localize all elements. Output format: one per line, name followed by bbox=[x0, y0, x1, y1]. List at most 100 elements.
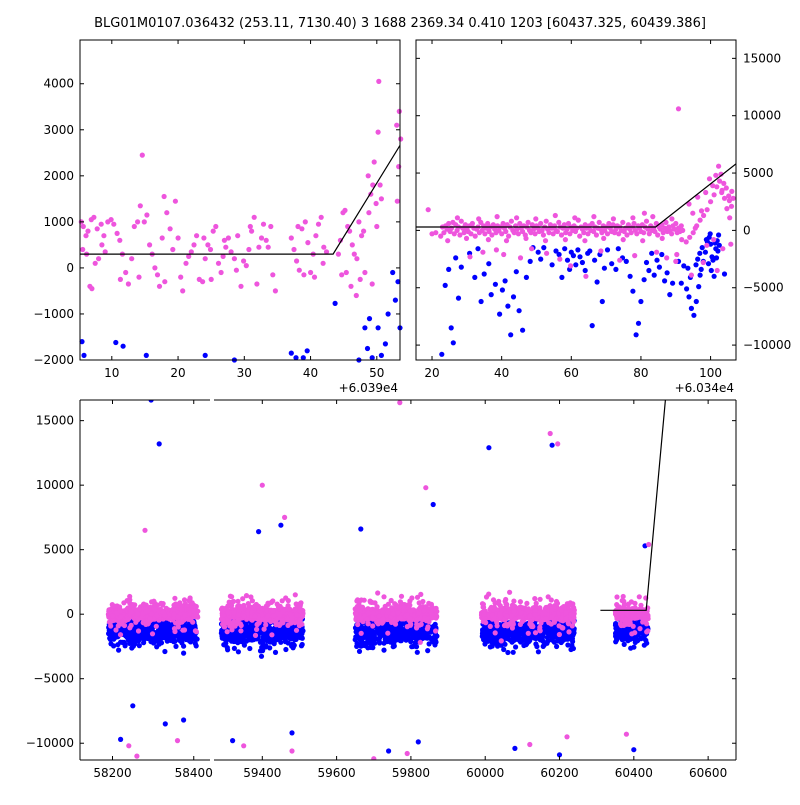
data-point bbox=[524, 601, 529, 606]
data-point bbox=[116, 648, 121, 653]
data-point bbox=[147, 242, 152, 247]
data-point bbox=[549, 634, 554, 639]
data-point bbox=[81, 353, 86, 358]
data-point bbox=[430, 612, 435, 617]
data-point bbox=[701, 213, 706, 218]
data-point bbox=[162, 279, 167, 284]
data-point bbox=[258, 640, 263, 645]
data-point bbox=[684, 239, 689, 244]
data-point bbox=[729, 189, 734, 194]
data-point bbox=[472, 275, 477, 280]
data-point bbox=[559, 275, 564, 280]
data-point bbox=[708, 199, 713, 204]
data-point bbox=[223, 245, 228, 250]
data-point bbox=[289, 748, 294, 753]
data-point bbox=[113, 627, 118, 632]
data-point bbox=[482, 641, 487, 646]
data-point bbox=[355, 641, 360, 646]
data-point bbox=[213, 224, 218, 229]
data-point bbox=[590, 323, 595, 328]
data-point bbox=[386, 748, 391, 753]
data-point bbox=[592, 258, 597, 263]
data-point bbox=[245, 626, 250, 631]
data-point bbox=[706, 261, 711, 266]
data-point bbox=[526, 631, 531, 636]
data-point bbox=[600, 299, 605, 304]
data-point bbox=[393, 298, 398, 303]
data-point bbox=[357, 600, 362, 605]
data-point bbox=[221, 634, 226, 639]
data-point bbox=[391, 611, 396, 616]
data-point bbox=[321, 245, 326, 250]
data-point bbox=[388, 640, 393, 645]
data-point bbox=[550, 443, 555, 448]
data-point bbox=[371, 611, 376, 616]
data-point bbox=[209, 277, 214, 282]
data-point bbox=[504, 613, 509, 618]
data-point bbox=[453, 255, 458, 260]
data-point bbox=[273, 650, 278, 655]
data-point bbox=[417, 623, 422, 628]
data-point bbox=[481, 612, 486, 617]
data-point bbox=[150, 631, 155, 636]
data-point bbox=[464, 236, 469, 241]
data-point bbox=[433, 607, 438, 612]
data-point bbox=[575, 247, 580, 252]
data-point bbox=[228, 594, 233, 599]
data-point bbox=[146, 608, 151, 613]
data-point bbox=[110, 613, 115, 618]
data-point bbox=[673, 259, 678, 264]
data-point bbox=[134, 754, 139, 759]
data-point bbox=[572, 215, 577, 220]
data-point bbox=[244, 593, 249, 598]
data-point bbox=[313, 233, 318, 238]
data-point bbox=[278, 621, 283, 626]
data-point bbox=[550, 262, 555, 267]
data-point bbox=[449, 226, 454, 231]
data-point bbox=[561, 604, 566, 609]
data-point bbox=[162, 627, 167, 632]
data-point bbox=[299, 622, 304, 627]
data-point bbox=[99, 222, 104, 227]
data-point bbox=[221, 606, 226, 611]
data-point bbox=[136, 628, 141, 633]
data-point bbox=[396, 164, 401, 169]
data-point bbox=[611, 216, 616, 221]
data-point bbox=[350, 242, 355, 247]
season-clouds bbox=[106, 397, 652, 761]
data-point bbox=[280, 609, 285, 614]
data-point bbox=[557, 252, 562, 257]
data-point bbox=[716, 164, 721, 169]
data-point bbox=[372, 159, 377, 164]
data-point bbox=[533, 216, 538, 221]
y-tick-label: −10000 bbox=[743, 338, 791, 352]
data-point bbox=[162, 194, 167, 199]
data-point bbox=[371, 756, 376, 761]
data-point bbox=[501, 647, 506, 652]
data-point bbox=[285, 607, 290, 612]
data-point bbox=[640, 238, 645, 243]
data-point bbox=[368, 637, 373, 642]
data-point bbox=[356, 219, 361, 224]
data-point bbox=[374, 606, 379, 611]
data-point bbox=[621, 237, 626, 242]
data-point bbox=[368, 629, 373, 634]
data-point bbox=[361, 229, 366, 234]
data-point bbox=[244, 263, 249, 268]
data-point bbox=[693, 226, 698, 231]
data-point bbox=[231, 639, 236, 644]
data-point bbox=[695, 257, 700, 262]
y-tick-label: 0 bbox=[66, 261, 74, 275]
data-point bbox=[308, 270, 313, 275]
data-point bbox=[523, 236, 528, 241]
data-point bbox=[145, 627, 150, 632]
data-point bbox=[583, 268, 588, 273]
data-point bbox=[497, 312, 502, 317]
data-point bbox=[511, 650, 516, 655]
data-point bbox=[278, 523, 283, 528]
data-point bbox=[577, 254, 582, 259]
data-point bbox=[221, 617, 226, 622]
data-point bbox=[234, 268, 239, 273]
data-point bbox=[655, 232, 660, 237]
data-point bbox=[366, 610, 371, 615]
